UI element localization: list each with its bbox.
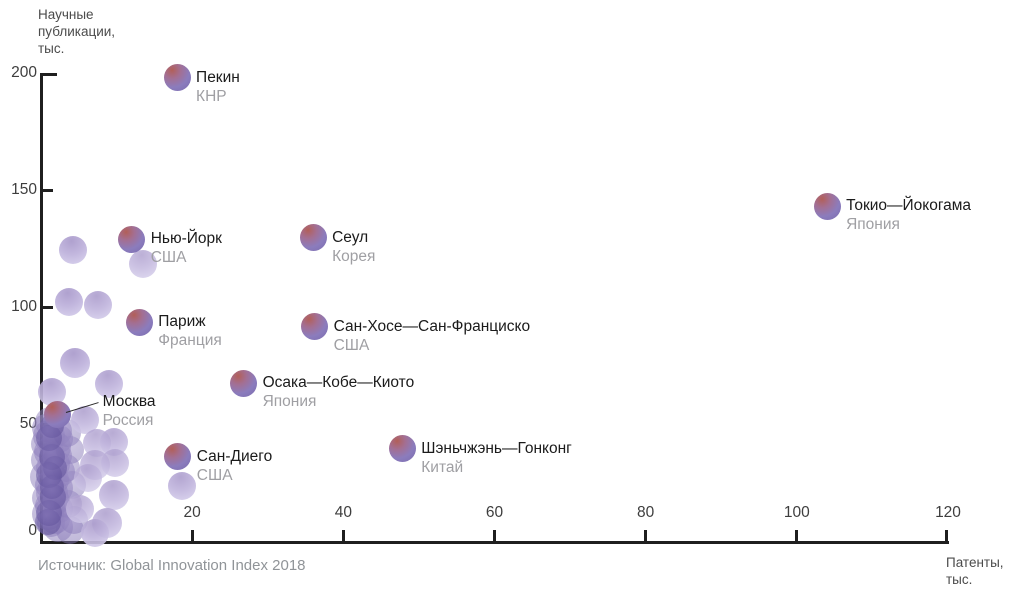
data-point-bubble bbox=[301, 313, 329, 341]
city-label: Токио—Йокогама bbox=[846, 197, 972, 215]
background-bubble bbox=[81, 518, 110, 547]
background-bubble bbox=[73, 463, 102, 492]
x-axis-tick bbox=[945, 530, 948, 541]
country-label: США bbox=[333, 336, 370, 354]
country-label: Корея bbox=[332, 247, 376, 265]
x-tick-label: 40 bbox=[334, 504, 352, 521]
city-label: Нью-Йорк bbox=[150, 230, 222, 248]
cluster-bubble bbox=[34, 509, 61, 536]
x-tick-label: 100 bbox=[783, 504, 810, 521]
data-point-label: Пекин КНР bbox=[196, 68, 240, 106]
background-bubble bbox=[60, 348, 90, 379]
background-bubble bbox=[101, 448, 130, 477]
country-label: КНР bbox=[196, 87, 227, 105]
data-point-bubble bbox=[299, 224, 327, 252]
background-bubble bbox=[129, 249, 158, 278]
data-point-bubble bbox=[125, 308, 153, 336]
country-label: США bbox=[150, 249, 187, 267]
x-axis-tick bbox=[341, 530, 345, 541]
y-axis-top-cap bbox=[40, 73, 57, 76]
x-axis-title-line: тыс. bbox=[946, 572, 973, 587]
x-axis-line bbox=[40, 541, 949, 544]
data-point-label: Нью-Йорк США bbox=[151, 229, 222, 267]
data-point-bubble bbox=[118, 225, 146, 253]
country-label: Китай bbox=[421, 458, 464, 476]
data-point-label: Шэньчжэнь—Гонконг Китай bbox=[421, 439, 572, 477]
background-bubble bbox=[84, 290, 113, 319]
country-label: США bbox=[196, 466, 233, 484]
country-label: Япония bbox=[846, 216, 900, 234]
data-point-label: Сеул Корея bbox=[332, 228, 375, 266]
y-axis-tick bbox=[41, 188, 53, 192]
source-note: Источник: Global Innovation Index 2018 bbox=[38, 557, 306, 574]
x-axis-title: Патенты, тыс. bbox=[946, 554, 1004, 588]
data-point-label: Токио—Йокогама Япония bbox=[846, 196, 971, 234]
city-label: Сан-Хосе—Сан-Франциско bbox=[333, 317, 531, 335]
x-tick-label: 60 bbox=[485, 504, 504, 521]
background-bubble bbox=[168, 472, 197, 500]
city-label: Пекин bbox=[196, 68, 240, 86]
background-bubble bbox=[54, 288, 83, 317]
x-axis-tick bbox=[644, 530, 648, 541]
city-label: Сеул bbox=[332, 228, 369, 246]
data-point-bubble bbox=[163, 64, 191, 92]
x-axis-title-line: Патенты, bbox=[946, 555, 1004, 570]
city-label: Шэньчжэнь—Гонконг bbox=[421, 439, 572, 457]
data-point-label: Сан-Диего США bbox=[197, 447, 272, 485]
country-label: Франция bbox=[158, 332, 222, 350]
data-point-label: Париж Франция bbox=[158, 312, 222, 350]
country-label: Россия bbox=[102, 411, 154, 429]
y-tick-label: 150 bbox=[11, 181, 37, 198]
x-tick-label: 20 bbox=[183, 504, 201, 521]
data-point-bubble bbox=[388, 435, 416, 463]
city-label: Сан-Диего bbox=[196, 447, 273, 465]
background-bubble bbox=[66, 495, 95, 524]
y-axis-title: Научные публикации, тыс. bbox=[38, 6, 115, 57]
y-axis-title-line: публикации, bbox=[38, 24, 116, 39]
city-label: Москва bbox=[102, 392, 156, 410]
x-tick-label: 80 bbox=[637, 504, 655, 521]
data-point-label: Москва Россия bbox=[103, 392, 156, 430]
x-axis-tick bbox=[190, 530, 194, 541]
y-axis-title-line: тыс. bbox=[38, 41, 65, 56]
country-label: Япония bbox=[262, 393, 317, 411]
city-label: Париж bbox=[158, 313, 206, 331]
y-tick-label: 200 bbox=[11, 64, 37, 81]
background-bubble bbox=[98, 480, 129, 511]
y-tick-label: 0 bbox=[28, 522, 37, 539]
y-axis-line bbox=[40, 73, 43, 544]
background-bubble bbox=[95, 370, 124, 399]
data-point-bubble bbox=[230, 369, 258, 397]
data-point-bubble bbox=[164, 443, 192, 471]
data-point-bubble bbox=[813, 192, 841, 220]
y-axis-tick bbox=[41, 305, 53, 309]
y-tick-label: 100 bbox=[11, 298, 37, 315]
city-label: Осака—Кобе—Киото bbox=[262, 374, 415, 392]
data-point-bubble bbox=[44, 401, 72, 429]
x-axis-tick bbox=[493, 530, 496, 541]
data-point-label: Осака—Кобе—Киото Япония bbox=[263, 373, 415, 411]
x-axis-tick bbox=[795, 530, 799, 541]
y-axis-title-line: Научные bbox=[38, 7, 94, 22]
x-tick-label: 120 bbox=[935, 504, 961, 521]
data-point-label: Сан-Хосе—Сан-Франциско США bbox=[334, 317, 531, 355]
background-bubble bbox=[58, 235, 87, 264]
